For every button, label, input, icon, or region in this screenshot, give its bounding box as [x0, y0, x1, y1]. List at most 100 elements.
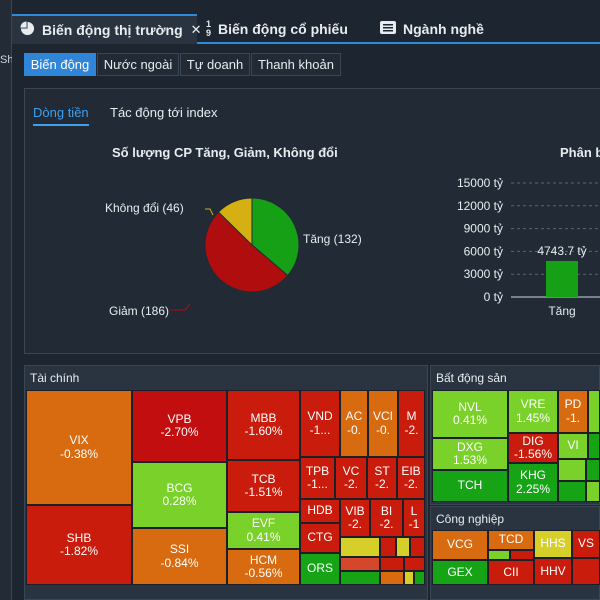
- treemap-cell[interactable]: EVF 0.41%: [227, 512, 300, 549]
- treemap-cell[interactable]: [588, 390, 600, 433]
- treemap-cell[interactable]: VI: [558, 433, 588, 459]
- y-tick-label: 9000 tỷ: [464, 222, 503, 236]
- treemap-cell[interactable]: [340, 571, 380, 585]
- treemap-cell[interactable]: VS: [572, 530, 600, 558]
- list-icon: [380, 21, 396, 37]
- treemap-cell[interactable]: KHG 2.25%: [508, 463, 558, 502]
- treemap-cell[interactable]: VIB -2.: [340, 499, 370, 537]
- x-tick-label: Tăng: [548, 304, 575, 318]
- treemap-cell[interactable]: CII: [488, 560, 534, 585]
- section-title: Tài chính: [30, 371, 80, 385]
- section-title: Công nghiệp: [436, 512, 505, 526]
- pie-chart-title: Số lượng CP Tăng, Giảm, Không đổi: [112, 145, 338, 160]
- treemap-cell[interactable]: SHB -1.82%: [26, 505, 132, 585]
- treemap-cell[interactable]: [586, 459, 600, 481]
- treemap-cell[interactable]: [396, 537, 410, 557]
- treemap-cell[interactable]: [488, 550, 510, 560]
- treemap-cell[interactable]: VND -1...: [300, 390, 340, 457]
- pie-label-down: Giảm (186): [109, 304, 169, 318]
- pie-leader-line: [205, 208, 214, 216]
- treemap-cell[interactable]: BI -2.: [370, 499, 403, 537]
- treemap-cell[interactable]: [558, 481, 586, 502]
- treemap-cell[interactable]: TCH: [432, 470, 508, 502]
- close-icon[interactable]: ✕: [190, 22, 202, 37]
- subtab-movement[interactable]: Biến động: [24, 53, 96, 76]
- treemap-cell[interactable]: EIB -2.: [397, 457, 425, 499]
- y-tick-label: 12000 tỷ: [457, 199, 503, 213]
- treemap-cell[interactable]: HDB: [300, 499, 340, 523]
- treemap-cell[interactable]: VPB -2.70%: [132, 390, 227, 462]
- treemap-cell[interactable]: [510, 550, 534, 560]
- treemap-cell[interactable]: [340, 537, 380, 557]
- subtab-proprietary[interactable]: Tự doanh: [180, 53, 250, 76]
- y-tick-label: 15000 tỷ: [457, 176, 503, 190]
- y-tick-label: 0 tỷ: [484, 290, 503, 304]
- left-panel-label: Sh: [0, 54, 12, 66]
- bar-chart: 15000 tỷ 12000 tỷ 9000 tỷ 6000 tỷ 3000 tỷ 0 t…: [457, 176, 600, 318]
- treemap-cell[interactable]: TCB -1.51%: [227, 460, 300, 512]
- treemap-cell[interactable]: DIG -1.56%: [508, 433, 558, 463]
- treemap-cell[interactable]: [410, 537, 425, 557]
- pie-label-up: Tăng (132): [303, 232, 362, 246]
- treemap-cell[interactable]: [572, 558, 600, 585]
- treemap-cell[interactable]: [380, 537, 396, 557]
- cash-flow-panel: Dòng tiền Tác động tới index Số lượng CP…: [24, 88, 600, 354]
- treemap-cell[interactable]: [340, 557, 380, 571]
- section-title: Bất động sản: [436, 371, 507, 385]
- treemap-cell[interactable]: VC -2.: [335, 457, 367, 499]
- treemap-cell[interactable]: TPB -1...: [300, 457, 335, 499]
- y-tick-label: 3000 tỷ: [464, 267, 503, 281]
- tab-label: Biến động thị trường: [42, 22, 183, 38]
- tab-market-movement[interactable]: Biến động thị trường ✕: [12, 14, 202, 44]
- treemap-cell[interactable]: VCG: [432, 530, 488, 560]
- treemap-cell[interactable]: HHV: [534, 558, 572, 585]
- left-side-panel: Sh: [0, 0, 12, 600]
- treemap-cell[interactable]: CTG: [300, 523, 340, 553]
- treemap-cell[interactable]: DXG 1.53%: [432, 438, 508, 470]
- pie-leader-line: [270, 228, 296, 236]
- subtab-foreign[interactable]: Nước ngoài: [97, 53, 179, 76]
- treemap-cell[interactable]: [404, 571, 414, 585]
- treemap-cell[interactable]: M -2.: [398, 390, 425, 457]
- panel-tab-cash-flow[interactable]: Dòng tiền: [33, 105, 89, 126]
- panel-tab-index-impact[interactable]: Tác động tới index: [110, 105, 218, 120]
- treemap-cell[interactable]: [414, 571, 425, 585]
- pie-slice-giảm[interactable]: [204, 211, 289, 293]
- treemap-cell[interactable]: [588, 433, 600, 459]
- treemap-cell[interactable]: ORS: [300, 553, 340, 585]
- treemap-cell[interactable]: MBB -1.60%: [227, 390, 300, 460]
- treemap-cell[interactable]: TCD: [488, 530, 534, 550]
- treemap-cell[interactable]: VIX -0.38%: [26, 390, 132, 505]
- treemap-cell[interactable]: [380, 571, 404, 585]
- treemap-cell[interactable]: [586, 481, 600, 502]
- bar-chart-title: Phân b: [560, 145, 600, 160]
- treemap-cell[interactable]: VCI -0.: [368, 390, 398, 457]
- pie-slice-tăng[interactable]: [251, 197, 300, 277]
- treemap-cell[interactable]: GEX: [432, 560, 488, 585]
- treemap-cell[interactable]: PD -1.: [558, 390, 588, 433]
- pie-chart: Tăng (132) Không đổi (46) Giảm (186): [105, 197, 362, 318]
- tab-label: Biến động cổ phiếu: [218, 21, 348, 37]
- subtab-liquidity[interactable]: Thanh khoản: [251, 53, 341, 76]
- treemap-cell[interactable]: BCG 0.28%: [132, 462, 227, 528]
- treemap-cell[interactable]: HCM -0.56%: [227, 549, 300, 585]
- pie-chart-icon: [20, 21, 35, 39]
- treemap-cell[interactable]: [380, 557, 404, 571]
- treemap-cell[interactable]: VRE 1.45%: [508, 390, 558, 433]
- treemap-cell[interactable]: [558, 459, 586, 481]
- pie-slice-không-đổi[interactable]: [217, 197, 253, 247]
- tab-industries[interactable]: Ngành nghề: [380, 14, 500, 44]
- treemap-cell[interactable]: [404, 557, 425, 571]
- treemap-cell[interactable]: ST -2.: [367, 457, 397, 499]
- treemap-cell[interactable]: SSI -0.84%: [132, 528, 227, 585]
- y-tick-label: 6000 tỷ: [464, 244, 503, 258]
- pie-label-unchanged: Không đổi (46): [105, 201, 184, 215]
- treemap-cell[interactable]: AC -0.: [340, 390, 368, 457]
- treemap-cell[interactable]: L -1: [403, 499, 425, 537]
- pie-leader-line: [170, 303, 191, 311]
- treemap-cell[interactable]: NVL 0.41%: [432, 390, 508, 438]
- bar-tăng[interactable]: [546, 260, 578, 297]
- treemap-cell[interactable]: HHS: [534, 530, 572, 558]
